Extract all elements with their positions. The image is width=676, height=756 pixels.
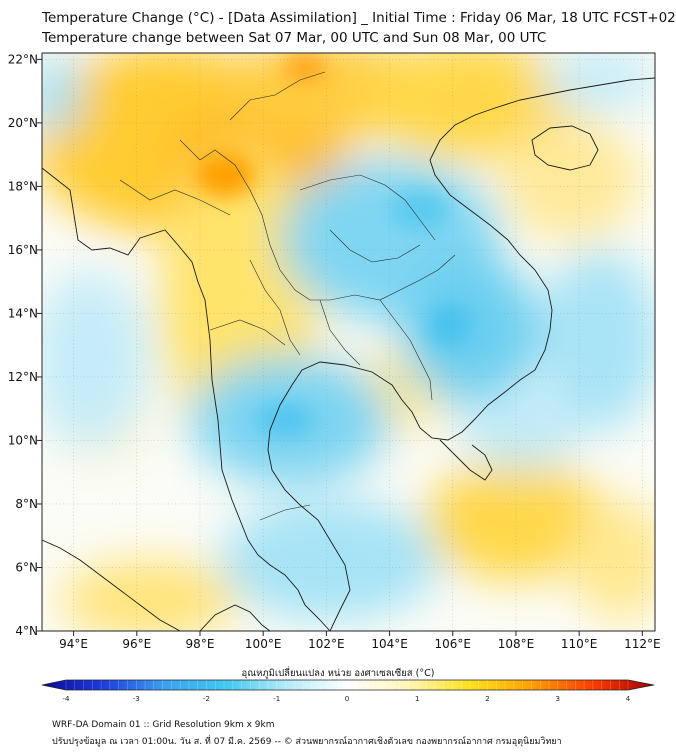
lat-tick-label: 18°N (8, 179, 38, 193)
lon-tick-label: 104°E (371, 637, 408, 651)
lat-tick-label: 6°N (15, 560, 38, 574)
axis-tick-labels: 94°E 96°E 98°E 100°E 102°E 104°E 106°E 108°E 110… (8, 52, 661, 651)
lat-tick-label: 22°N (8, 52, 38, 66)
temperature-change-map[interactable]: 94°E 96°E 98°E 100°E 102°E 104°E 106°E 108°E 110… (0, 0, 676, 700)
lat-tick-label: 14°N (8, 306, 38, 320)
lon-tick-label: 110°E (561, 637, 598, 651)
chart-title: Temperature Change (°C) - [Data Assimila… (42, 10, 676, 26)
hot-spot-north (195, 153, 255, 197)
lat-tick-label: 8°N (15, 497, 38, 511)
map-frame (41, 52, 656, 632)
lon-tick-label: 106°E (435, 637, 472, 651)
footer-model-info: WRF-DA Domain 01 :: Grid Resolution 9km … (52, 720, 275, 730)
lat-tick-label: 12°N (8, 370, 38, 384)
lon-tick-label: 100°E (245, 637, 282, 651)
warm-area-scs-south (425, 460, 605, 580)
lat-tick-label: 16°N (8, 243, 38, 257)
axis-ticks (37, 58, 643, 636)
lon-tick-label: 98°E (186, 637, 215, 651)
chart-subtitle: Temperature change between Sat 07 Mar, 0… (42, 30, 547, 46)
lat-tick-label: 10°N (8, 433, 38, 447)
lat-tick-label: 4°N (15, 624, 38, 638)
lon-tick-label: 102°E (308, 637, 345, 651)
colorbar-label: อุณหภูมิเปลี่ยนแปลง หน่วย องศาเซลเซียส (… (241, 668, 435, 679)
lon-tick-label: 112°E (624, 637, 661, 651)
cold-spot-cambodia (428, 303, 472, 347)
coastlines (42, 77, 655, 631)
lon-tick-label: 96°E (122, 637, 151, 651)
lat-tick-label: 20°N (8, 116, 38, 130)
admin-borders (119, 71, 456, 521)
lon-tick-label: 94°E (59, 637, 88, 651)
lon-tick-label: 108°E (498, 637, 535, 651)
footer-update-info: ปรับปรุงข้อมูล ณ เวลา 01:00น. วัน ส. ที่… (52, 737, 562, 747)
hainan-outline (531, 125, 599, 171)
